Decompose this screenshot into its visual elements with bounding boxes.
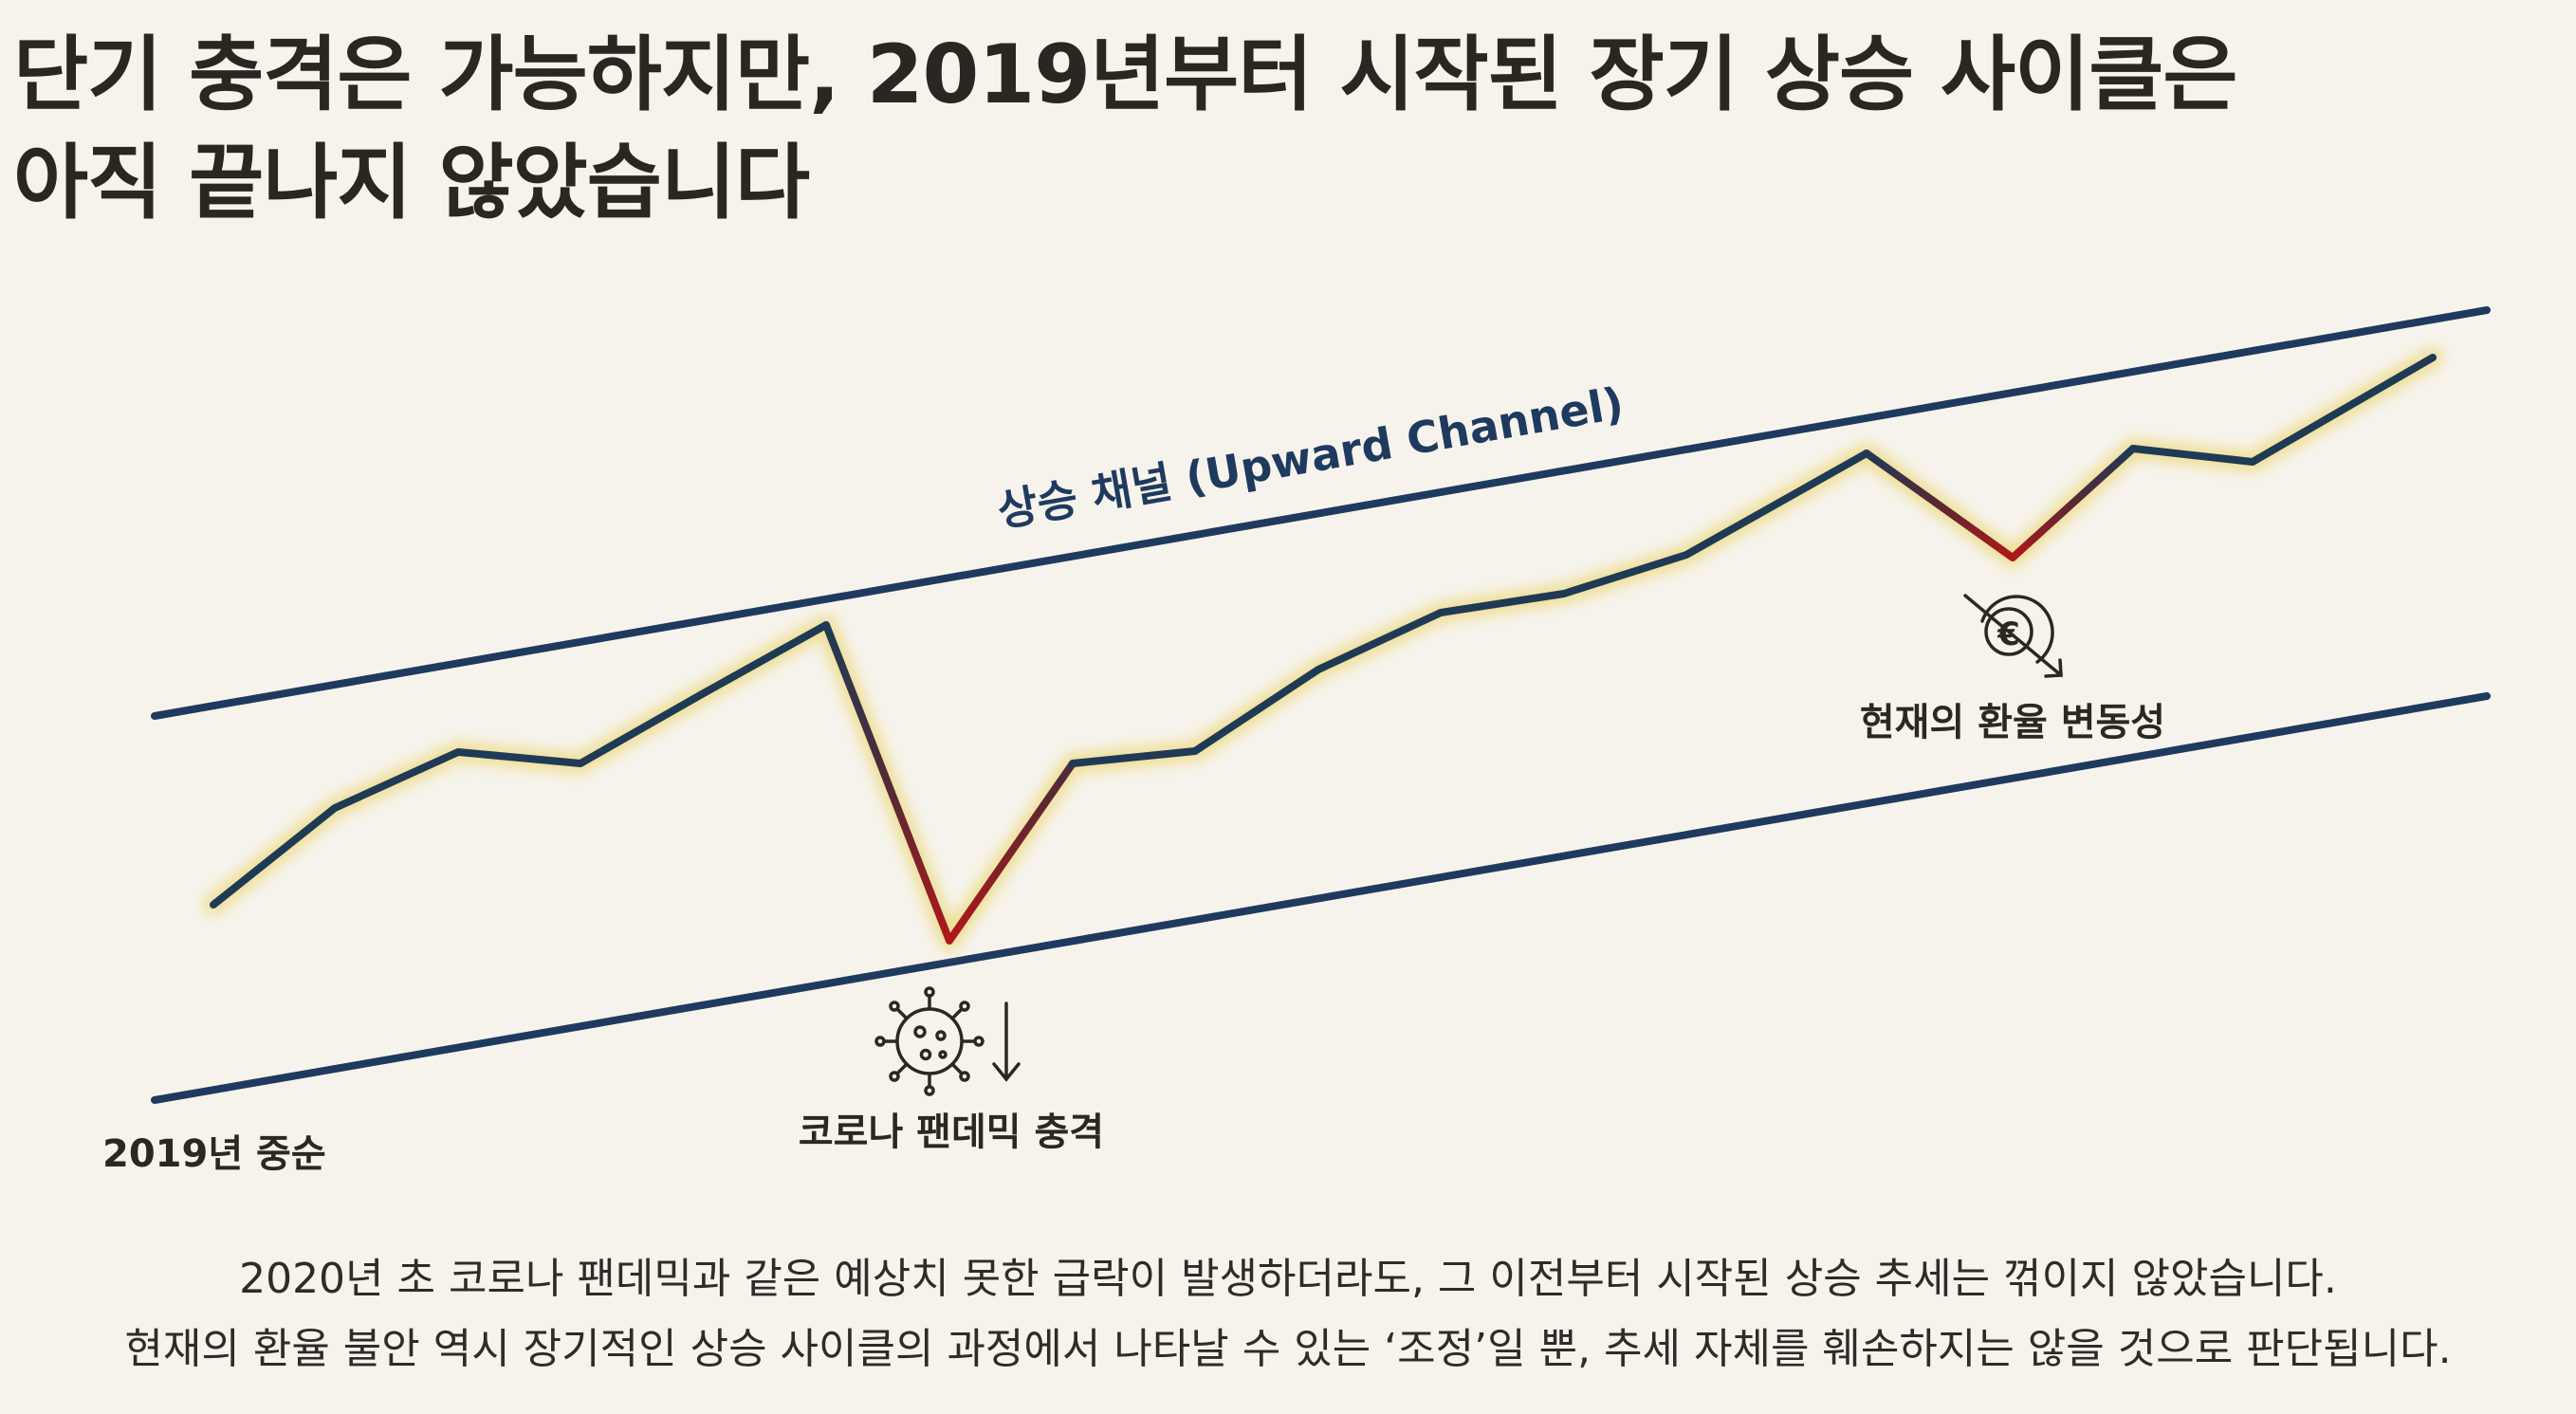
annotation-pandemic: 코로나 팬데믹 충격 bbox=[799, 1111, 1104, 1154]
down-arrow-icon bbox=[992, 1001, 1021, 1082]
trend-line-mid bbox=[1069, 450, 1870, 767]
euro-symbol: € bbox=[1996, 615, 2020, 653]
trend-line-pandemic-dip bbox=[822, 621, 1076, 945]
euro-exchange-icon bbox=[1963, 594, 2063, 678]
title-line-2: 아직 끝나지 않았습니다 bbox=[13, 136, 810, 230]
trend-line bbox=[210, 621, 830, 909]
trend-line-volatility-dip bbox=[1863, 445, 2137, 561]
trend-line-end bbox=[2129, 354, 2437, 466]
annotation-current: 현재의 환율 변동성 bbox=[1860, 701, 2165, 744]
channel-lower-line bbox=[151, 692, 2491, 1104]
page-title: 단기 충격은 가능하지만, 2019년부터 시작된 장기 상승 사이클은 아직 … bbox=[13, 21, 2536, 237]
channel-upper-line bbox=[151, 306, 2491, 720]
channel-chart: 상승 채널 (Upward Channel) 2019년 중순 코로나 팬데믹 … bbox=[102, 306, 2491, 1176]
footer-caption: 2020년 초 코로나 팬데믹과 같은 예상치 못한 급락이 발생하더라도, 그… bbox=[0, 1244, 2576, 1385]
virus-icon bbox=[874, 986, 984, 1096]
title-line-1: 단기 충격은 가능하지만, 2019년부터 시작된 장기 상승 사이클은 bbox=[13, 28, 2238, 122]
footer-line-1: 2020년 초 코로나 팬데믹과 같은 예상치 못한 급락이 발생하더라도, 그… bbox=[239, 1255, 2337, 1303]
annotation-start: 2019년 중순 bbox=[102, 1132, 326, 1176]
footer-line-2: 현재의 환율 불안 역시 장기적인 상승 사이클의 과정에서 나타날 수 있는 … bbox=[124, 1325, 2452, 1373]
